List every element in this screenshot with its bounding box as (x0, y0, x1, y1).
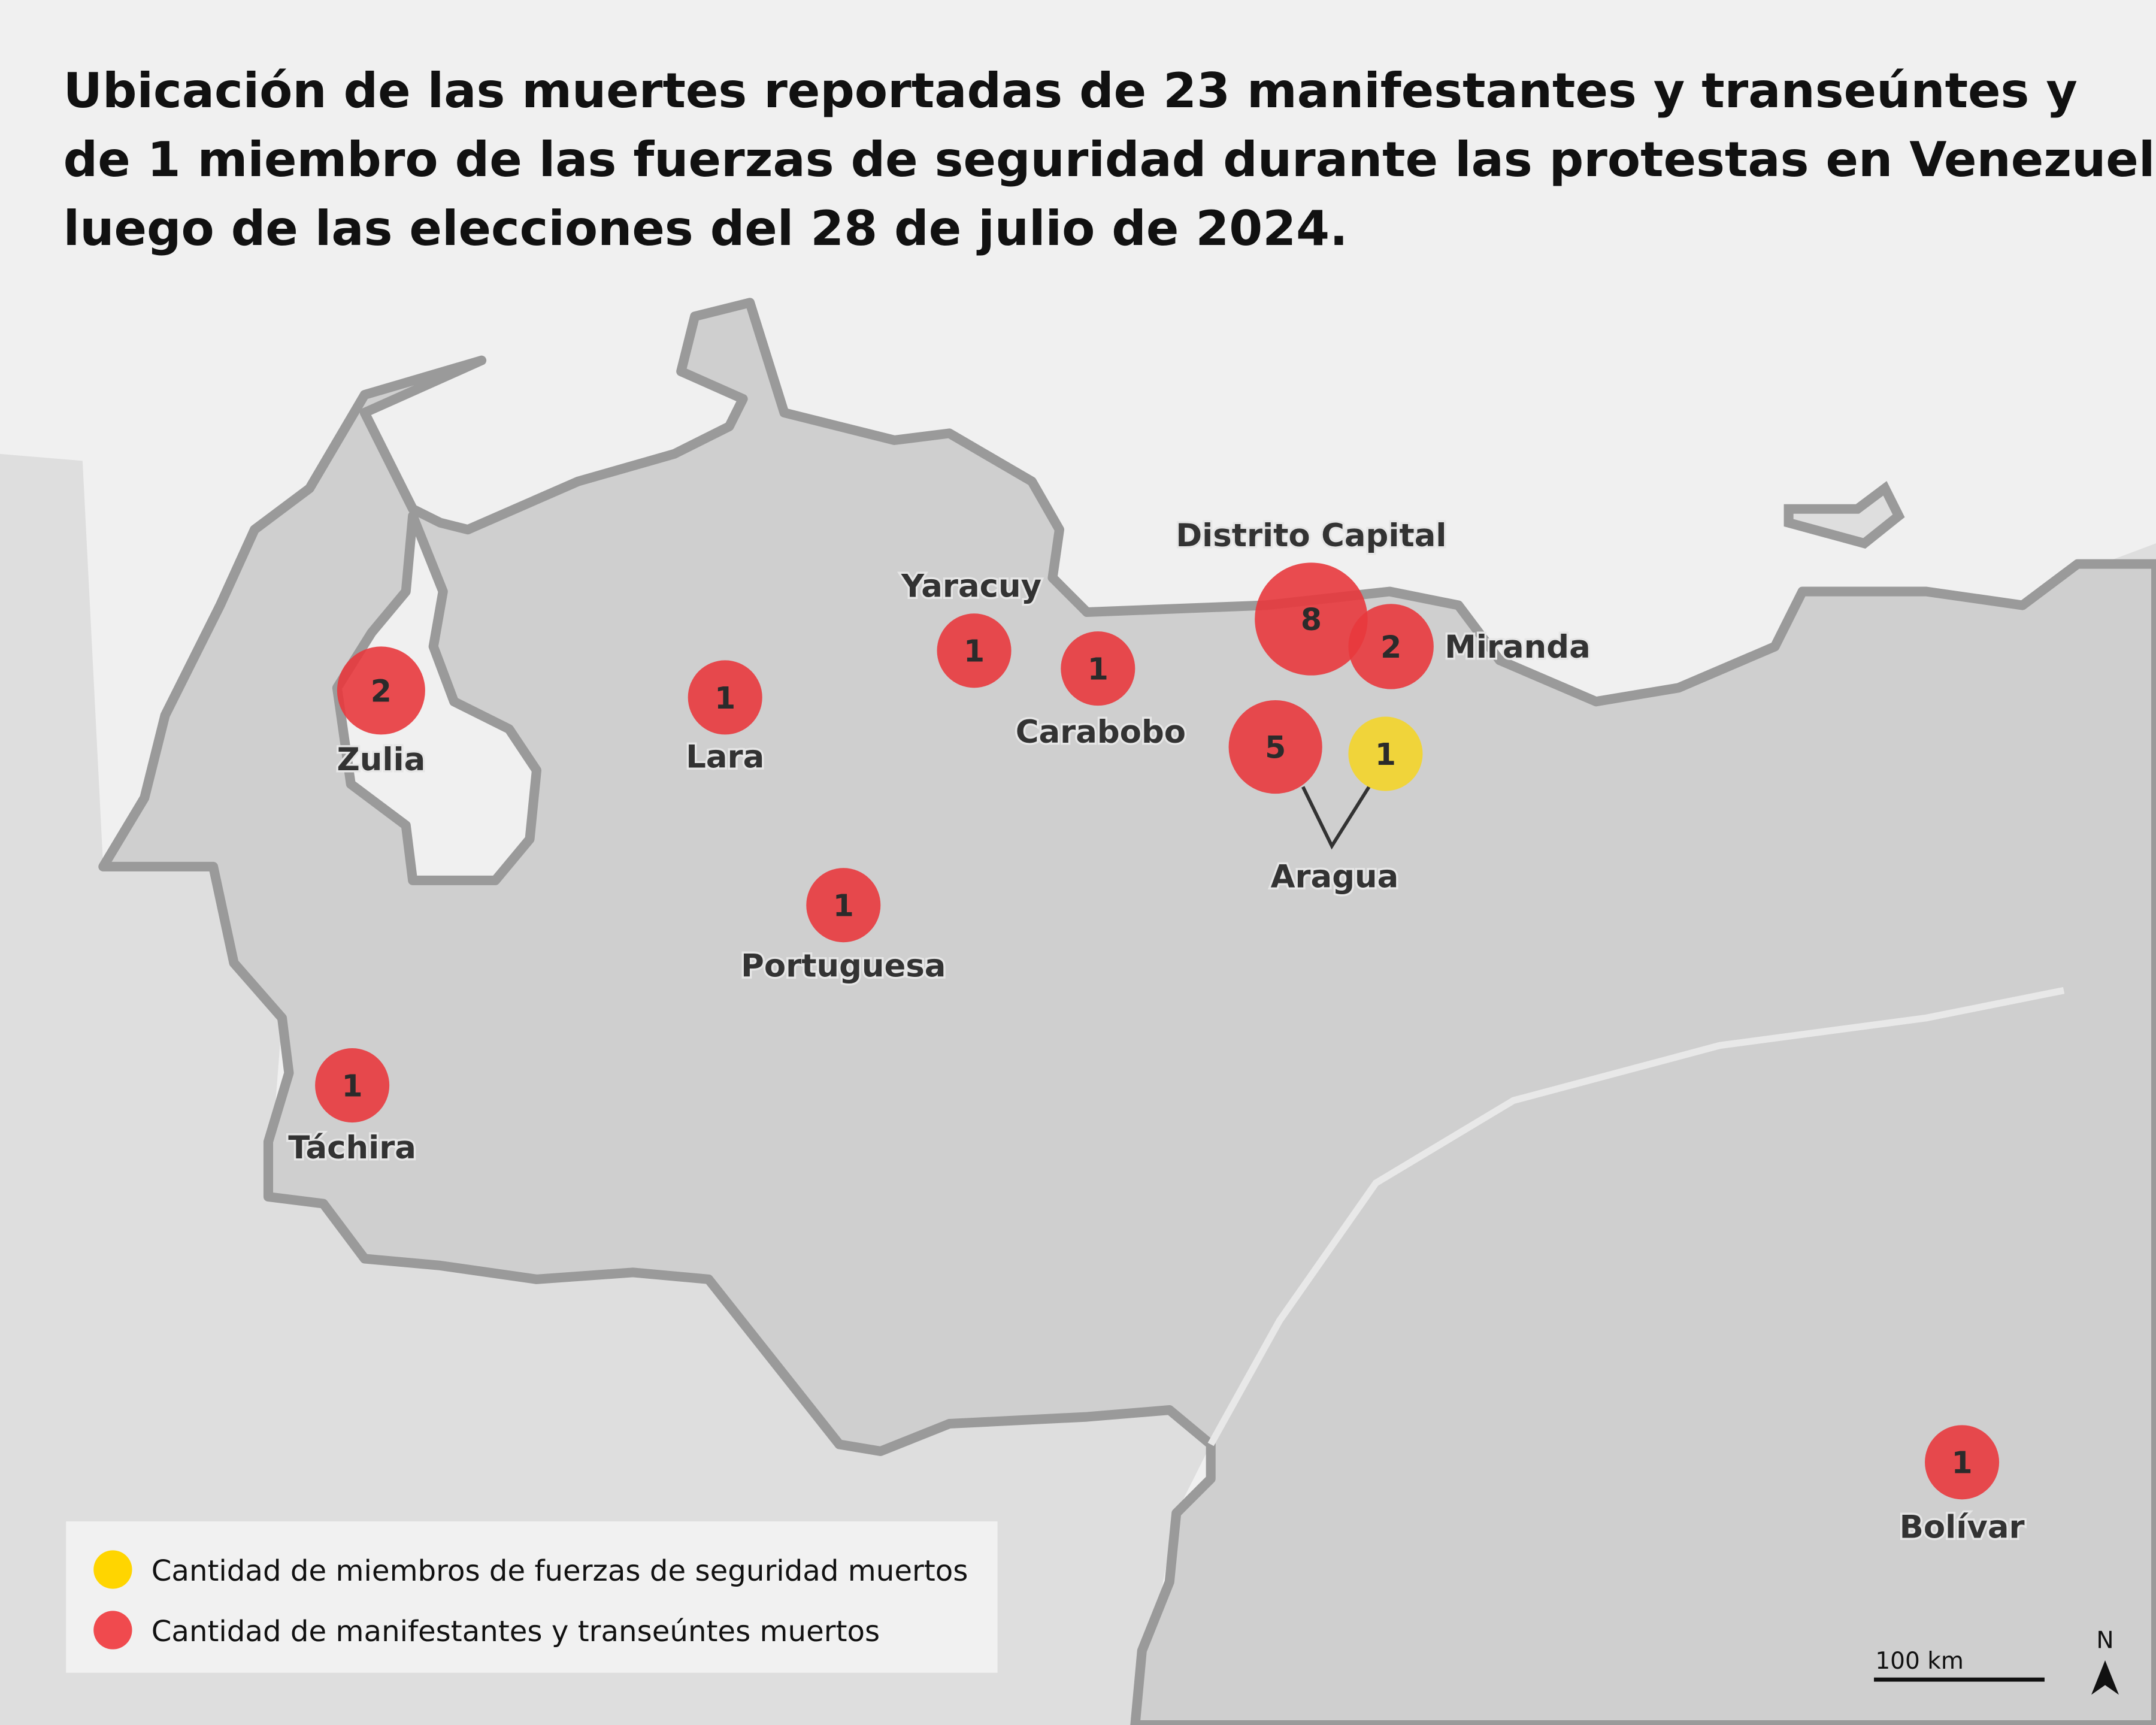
label-lara: Lara (686, 739, 764, 776)
marker-count-yaracuy-protester: 1 (964, 634, 985, 669)
marker-aragua-security (1348, 716, 1423, 791)
lake-maracaibo (332, 511, 542, 885)
marker-count-zulia-protester: 2 (371, 673, 392, 709)
marker-count-aragua-protester: 5 (1265, 730, 1286, 765)
label-zulia: Zulia (337, 742, 425, 778)
marker-miranda-protester (1348, 604, 1434, 689)
aragua-leader-line (1301, 786, 1371, 850)
legend-box (66, 1521, 998, 1673)
marker-count-distrito-capital-protester: 8 (1301, 602, 1322, 637)
marker-count-bolivar-protester: 1 (1951, 1445, 1972, 1481)
marker-count-tachira-protester: 1 (342, 1068, 363, 1103)
legend-protester-label: Cantidad de manifestantes y transeúntes … (152, 1615, 880, 1648)
marker-zulia-protester (337, 646, 425, 735)
marker-yaracuy-protester (937, 613, 1012, 688)
colombia-land (0, 453, 1211, 1725)
scale-bar-label: 100 km (1875, 1648, 1964, 1675)
marker-aragua-protester (1228, 700, 1322, 794)
legend: Cantidad de miembros de fuerzas de segur… (66, 1521, 998, 1673)
marker-count-portuguesa-protester: 1 (833, 888, 854, 924)
label-miranda: Miranda (1445, 629, 1590, 665)
orinoco-river (1207, 986, 2065, 1446)
title-line-2: de 1 miembro de las fuerzas de seguridad… (63, 131, 2156, 187)
marker-bolivar-protester (1925, 1425, 2000, 1500)
title-line-1: Ubicación de las muertes reportadas de 2… (63, 62, 2078, 119)
label-yaracuy: Yaracuy (901, 568, 1041, 605)
marker-count-miranda-protester: 2 (1380, 630, 1401, 665)
legend-security-label: Cantidad de miembros de fuerzas de segur… (152, 1554, 968, 1588)
venezuela-country (98, 298, 2156, 1725)
marker-carabobo-protester (1061, 631, 1135, 706)
legend-protester-swatch (93, 1611, 132, 1650)
marker-portuguesa-protester (806, 868, 881, 943)
label-aragua: Aragua (1271, 858, 1399, 895)
north-arrow-icon (2091, 1660, 2119, 1695)
title-line-3: luego de las elecciones del 28 de julio … (63, 200, 1348, 256)
marker-count-lara-protester: 1 (714, 680, 735, 716)
legend-security-swatch (93, 1550, 132, 1589)
north-label: N (2096, 1627, 2113, 1654)
margarita-island (1783, 481, 1905, 549)
markers-layer: 2 1 1 1 8 2 5 1 1 1 1 (315, 562, 2000, 1500)
marker-distrito-capital-protester (1255, 562, 1368, 676)
label-distrito-capital: Distrito Capital (1176, 518, 1446, 554)
label-carabobo: Carabobo (1016, 714, 1186, 750)
marker-tachira-protester (315, 1048, 390, 1123)
marker-count-aragua-security: 1 (1375, 737, 1396, 772)
label-bolivar: Bolívar (1900, 1509, 2025, 1546)
marker-lara-protester (688, 660, 762, 735)
marker-count-carabobo-protester: 1 (1088, 652, 1109, 687)
label-tachira: Táchira (288, 1130, 416, 1166)
label-portuguesa: Portuguesa (741, 948, 946, 985)
